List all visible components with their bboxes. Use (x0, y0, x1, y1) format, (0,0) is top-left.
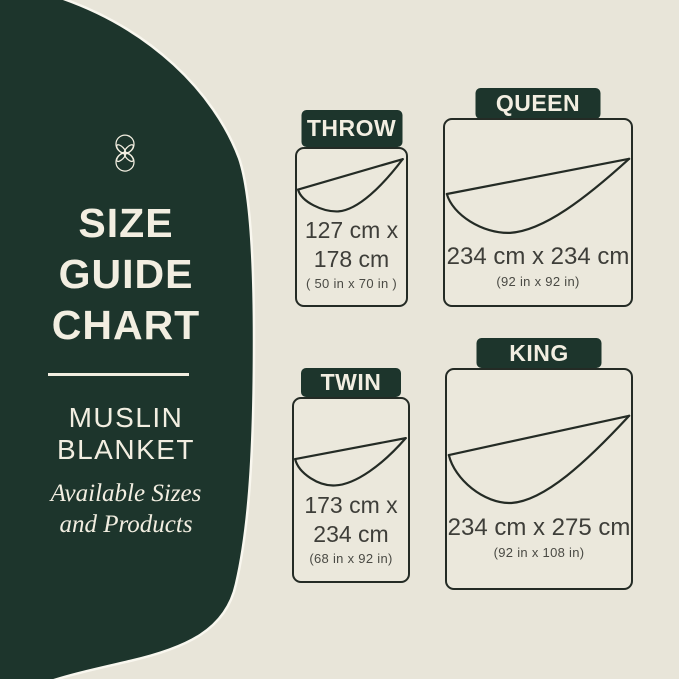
bed-diagram-throw: 127 cm x 178 cm ( 50 in x 70 in ) (295, 147, 408, 307)
blanket-fold-icon (294, 399, 408, 581)
metric-dimension: 173 cm x (304, 492, 398, 518)
page-title: SIZE GUIDE CHART (0, 198, 252, 351)
size-card-twin: TWIN 173 cm x 234 cm (68 in x 92 in) (292, 368, 410, 583)
size-card-king: KING 234 cm x 275 cm (92 in x 108 in) (445, 338, 633, 590)
tagline-line-2: and Products (59, 511, 193, 538)
dimensions-throw: 127 cm x 178 cm ( 50 in x 70 in ) (297, 216, 406, 293)
size-card-queen: QUEEN 234 cm x 234 cm (92 in x 92 in) (443, 88, 633, 307)
brand-logo-icon (115, 134, 135, 172)
imperial-dimension: (92 in x 92 in) (496, 274, 580, 289)
bed-diagram-queen: 234 cm x 234 cm (92 in x 92 in) (443, 118, 633, 307)
size-label-queen: QUEEN (475, 88, 601, 119)
size-label-throw: THROW (301, 110, 402, 147)
size-card-throw: THROW 127 cm x 178 cm ( 50 in x 70 in ) (295, 110, 408, 307)
divider-line (48, 373, 189, 376)
metric-dimension: 234 cm x 234 cm (446, 243, 630, 270)
tagline-line-1: Available Sizes (50, 480, 202, 507)
blanket-fold-icon (297, 149, 406, 305)
dimensions-twin: 173 cm x 234 cm (68 in x 92 in) (294, 491, 408, 568)
imperial-dimension: ( 50 in x 70 in ) (305, 276, 398, 291)
dimensions-queen: 234 cm x 234 cm (92 in x 92 in) (445, 242, 631, 291)
tagline: Available Sizes and Products (0, 478, 252, 540)
bed-diagram-twin: 173 cm x 234 cm (68 in x 92 in) (292, 397, 410, 583)
product-line-1: MUSLIN (68, 402, 184, 433)
title-line-2: GUIDE (58, 251, 194, 297)
size-label-twin: TWIN (301, 368, 401, 397)
dimensions-king: 234 cm x 275 cm (92 in x 108 in) (447, 513, 631, 562)
bed-diagram-king: 234 cm x 275 cm (92 in x 108 in) (445, 368, 633, 590)
title-line-3: CHART (51, 302, 201, 348)
blanket-fold-icon (447, 370, 631, 588)
title-line-1: SIZE (78, 200, 174, 246)
metric-dimension: 234 cm x 275 cm (447, 514, 631, 541)
product-name: MUSLIN BLANKET (0, 402, 252, 466)
metric-dimension: 127 cm x (304, 217, 399, 243)
product-line-2: BLANKET (56, 434, 196, 465)
metric-dimension: 178 cm (313, 246, 390, 272)
left-panel: SIZE GUIDE CHART MUSLIN BLANKET Availabl… (0, 0, 252, 679)
metric-dimension: 234 cm (313, 521, 389, 547)
size-label-king: KING (476, 338, 602, 368)
blanket-fold-icon (445, 120, 631, 305)
imperial-dimension: (68 in x 92 in) (309, 551, 393, 566)
imperial-dimension: (92 in x 108 in) (493, 545, 585, 560)
